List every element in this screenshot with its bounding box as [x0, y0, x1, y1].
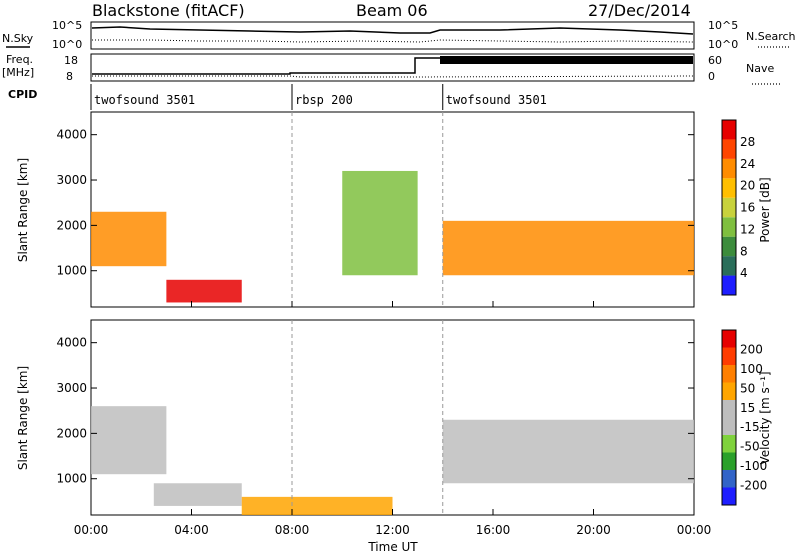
beam-title: Beam 06 [356, 1, 428, 20]
colorbar-swatch [722, 217, 736, 237]
heatmap-band [442, 220, 694, 276]
colorbar-swatch [722, 236, 736, 257]
nave-trace [92, 75, 694, 78]
colorbar-tick-label: 28 [740, 135, 755, 149]
freq-unit: [MHz] [2, 66, 34, 79]
colorbar-swatch [722, 487, 736, 505]
heatmap-band [91, 406, 167, 475]
y-tick-label: 3000 [56, 381, 87, 395]
freq-tick-bottom: 8 [66, 70, 73, 83]
velocity-panel: 1000 2000 3000 4000 [56, 319, 695, 516]
power-colorbar: 28 24 20 16 12 8 4 [721, 119, 755, 296]
power-ylabel: Slant Range [km] [16, 158, 30, 262]
cpid-segment-label: twofsound 3501 [446, 93, 547, 107]
x-tick-label: 16:00 [476, 523, 511, 537]
nsky-tick-bottom: 10^0 [52, 38, 82, 51]
colorbar-frame [721, 119, 737, 296]
colorbar-swatch [722, 347, 736, 365]
velocity-colorbar-label: Velocity [m s⁻¹] [758, 371, 772, 464]
freq-tick-top: 18 [64, 54, 78, 67]
colorbar-tick-label: -100 [740, 459, 767, 473]
nsky-panel-frame [90, 21, 695, 50]
colorbar-tick-label: 4 [740, 266, 748, 280]
colorbar-swatch [722, 139, 736, 159]
y-tick-label: 3000 [56, 173, 87, 187]
colorbar-swatch [722, 382, 736, 400]
colorbar-swatch [722, 435, 736, 453]
nave-tick-top: 60 [708, 54, 722, 67]
colorbar-swatch [722, 120, 736, 140]
colorbar-tick-label: 20 [740, 179, 755, 193]
nave-label: Nave [746, 62, 774, 75]
y-tick-label: 1000 [56, 264, 87, 278]
x-tick-label: 04:00 [174, 523, 209, 537]
power-colorbar-label: Power [dB] [758, 177, 772, 242]
colorbar-swatch [722, 452, 736, 470]
heatmap-band [241, 496, 393, 515]
x-tick-label: 00:00 [677, 523, 712, 537]
cpid-segment-label: rbsp 200 [295, 93, 353, 107]
colorbar-tick-label: 24 [740, 157, 755, 171]
cpid-label: CPID [8, 88, 37, 101]
x-tick-label: 08:00 [275, 523, 310, 537]
x-tick-label: 20:00 [576, 523, 611, 537]
colorbar-tick-label: 200 [740, 342, 763, 356]
nsearch-label: N.Search [746, 30, 796, 43]
colorbar-swatch [722, 470, 736, 488]
nsearch-trace [92, 39, 694, 43]
x-tick-label: 12:00 [375, 523, 410, 537]
nsearch-tick-bottom: 10^0 [708, 38, 738, 51]
colorbar-swatch [722, 330, 736, 348]
colorbar-swatch [722, 400, 736, 418]
cpid-segment-label: twofsound 3501 [94, 93, 195, 107]
colorbar-tick-label: 100 [740, 362, 763, 376]
colorbar-swatch [722, 417, 736, 435]
velocity-ylabel: Slant Range [km] [16, 366, 30, 470]
heatmap-band [442, 419, 694, 484]
colorbar-swatch [722, 275, 736, 295]
colorbar-tick-label: 50 [740, 381, 755, 395]
colorbar-swatch [722, 365, 736, 383]
colorbar-tick-label: -50 [740, 440, 760, 454]
heatmap-band [153, 483, 242, 506]
colorbar-tick-label: 12 [740, 222, 755, 236]
power-panel: 1000 2000 3000 4000 [56, 111, 695, 308]
freq-panel-frame [90, 53, 695, 82]
colorbar-swatch [722, 197, 736, 218]
nsky-tick-top: 10^5 [52, 19, 82, 32]
station-title: Blackstone (fitACF) [92, 1, 245, 20]
nave-block [440, 56, 693, 64]
colorbar-swatch [722, 178, 736, 198]
x-tick-label: 00:00 [74, 523, 109, 537]
cpid-segments: twofsound 3501 rbsp 200 twofsound 3501 [90, 84, 547, 110]
freq-label: Freq. [6, 53, 33, 66]
heatmap-band [342, 170, 418, 276]
y-tick-label: 2000 [56, 426, 87, 440]
colorbar-tick-label: -15 [740, 420, 760, 434]
colorbar-tick-label: -200 [740, 479, 767, 493]
y-tick-label: 1000 [56, 472, 87, 486]
colorbar-swatch [722, 158, 736, 179]
colorbar-tick-label: 15 [740, 401, 755, 415]
nsearch-tick-top: 10^5 [708, 19, 738, 32]
y-tick-label: 4000 [56, 336, 87, 350]
axes-ticks: 00:00 04:00 08:00 12:00 16:00 20:00 00:00 [74, 301, 712, 537]
velocity-colorbar: 200 100 50 15 -15 -50 -100 -200 [721, 329, 767, 506]
date-title: 27/Dec/2014 [588, 1, 691, 20]
y-tick-label: 2000 [56, 218, 87, 232]
heatmap-band [166, 279, 242, 303]
colorbar-tick-label: 8 [740, 244, 748, 258]
nsky-label: N.Sky [2, 32, 34, 45]
colorbar-swatch [722, 256, 736, 276]
nave-tick-bottom: 0 [708, 70, 715, 83]
time-xlabel: Time UT [367, 540, 418, 554]
colorbar-tick-label: 16 [740, 201, 755, 215]
y-tick-label: 4000 [56, 128, 87, 142]
colorbar-frame [721, 329, 737, 506]
heatmap-band [91, 211, 167, 267]
nsky-trace [91, 26, 694, 35]
